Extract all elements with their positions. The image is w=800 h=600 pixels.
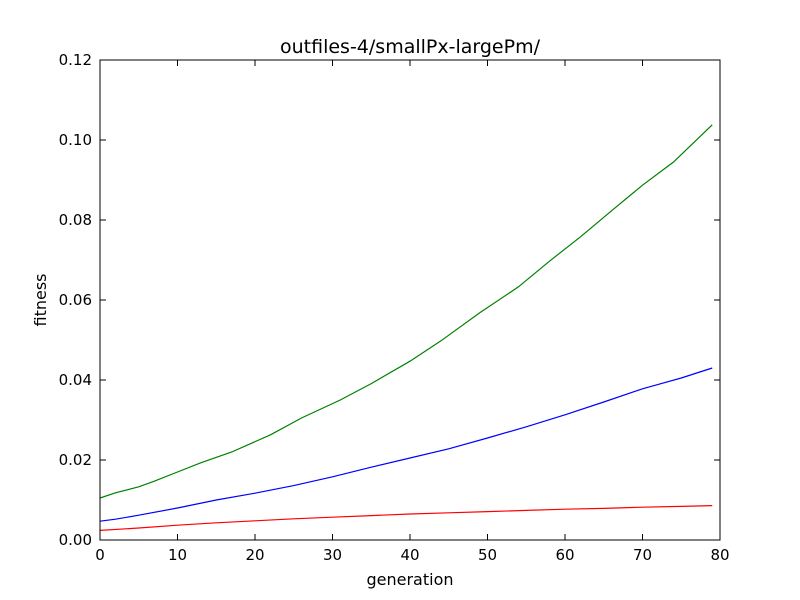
y-tick-label: 0.04 [59,371,92,389]
series-line-2 [99,367,713,522]
series-lines [99,124,713,531]
y-tick-label: 0.12 [59,51,92,69]
x-tick-label: 10 [168,546,187,564]
x-tick-label: 0 [95,546,105,564]
y-tick-label: 0.00 [59,531,92,549]
plot-frame [99,59,721,541]
x-tick-label: 60 [555,546,574,564]
x-axis-label: generation [366,570,453,589]
y-tick-label: 0.10 [59,131,92,149]
axis-ticks: 0 10 20 30 40 50 60 70 80 0.00 0.02 0.04 0.06 0.08 0.1… [59,51,730,564]
y-tick-label: 0.06 [59,291,92,309]
y-tick-label: 0.08 [59,211,92,229]
y-axis-label: fitness [31,273,50,326]
series-line-1 [99,124,713,499]
series-line-3 [99,505,713,531]
x-tick-label: 40 [400,546,419,564]
chart-title: outfiles-4/smallPx-largePm/ [280,36,541,58]
x-tick-label: 70 [633,546,652,564]
x-tick-label: 50 [478,546,497,564]
y-tick-label: 0.02 [59,451,92,469]
x-tick-label: 80 [710,546,729,564]
x-tick-label: 20 [245,546,264,564]
x-tick-label: 30 [323,546,342,564]
